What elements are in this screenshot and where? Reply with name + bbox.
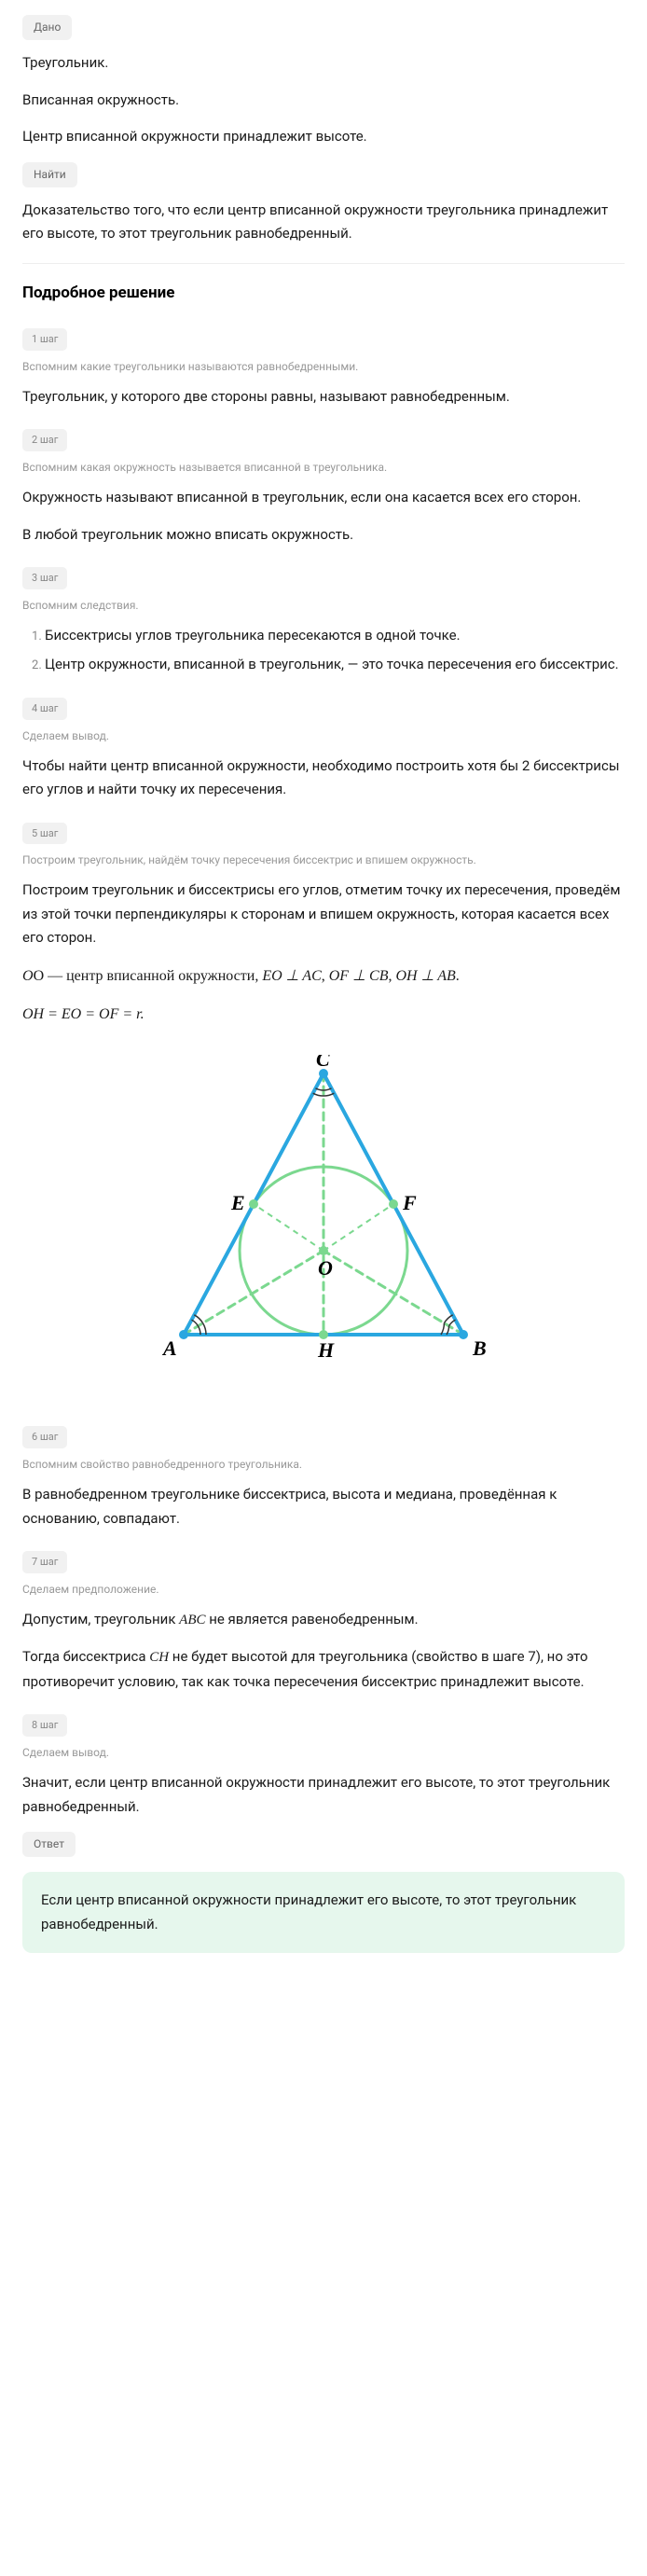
step-1-subtitle: Вспомним какие треугольники называются р… [22, 358, 625, 376]
step-7-text-2: Тогда биссектриса CH не будет высотой дл… [22, 1645, 625, 1694]
step-2-subtitle: Вспомним какая окружность называется впи… [22, 459, 625, 477]
step-3-item-2: Центр окружности, вписанной в треугольни… [45, 653, 625, 677]
step-1-text: Треугольник, у которого две стороны равн… [22, 385, 625, 409]
step-7-p2a: Тогда биссектриса [22, 1648, 149, 1665]
step-7-math-abc: ABC [179, 1613, 205, 1627]
step-tag-3: 3 шаг [22, 567, 67, 589]
given-tag: Дано [22, 15, 72, 40]
find-tag: Найти [22, 162, 77, 187]
math-text-1: O — центр вписанной окружности, [34, 968, 263, 984]
math-of-cb: OF ⊥ CB [329, 968, 389, 984]
step-tag-2: 2 шаг [22, 429, 67, 451]
step-5-math-1: OO — центр вписанной окружности, EO ⊥ AC… [22, 963, 625, 989]
step-7-p1b: не является равенобедренным. [206, 1611, 419, 1627]
step-2-text-2: В любой треугольник можно вписать окружн… [22, 523, 625, 547]
svg-text:B: B [472, 1336, 487, 1360]
step-tag-7: 7 шаг [22, 1551, 67, 1573]
step-tag-8: 8 шаг [22, 1714, 67, 1737]
step-7-subtitle: Сделаем предположение. [22, 1581, 625, 1599]
find-text: Доказательство того, что если центр впис… [22, 199, 625, 246]
step-5-text-1: Построим треугольник и биссектрисы его у… [22, 879, 625, 950]
step-4-text: Чтобы найти центр вписанной окружности, … [22, 755, 625, 802]
separator [22, 263, 625, 264]
step-5-subtitle: Построим треугольник, найдём точку перес… [22, 852, 625, 869]
step-6-text: В равнобедренном треугольнике биссектрис… [22, 1483, 625, 1530]
step-tag-4: 4 шаг [22, 698, 67, 720]
svg-text:A: A [161, 1336, 177, 1360]
svg-text:H: H [317, 1338, 335, 1362]
triangle-figure: A B C E F H O [22, 1055, 625, 1372]
given-line-1: Треугольник. [22, 51, 625, 76]
step-tag-1: 1 шаг [22, 328, 67, 351]
step-4-subtitle: Сделаем вывод. [22, 727, 625, 745]
step-tag-5: 5 шаг [22, 823, 67, 845]
step-tag-6: 6 шаг [22, 1426, 67, 1448]
step-3-list: Биссектрисы углов треугольника пересекаю… [22, 624, 625, 677]
triangle-svg: A B C E F H O [146, 1055, 501, 1372]
svg-text:O: O [318, 1256, 333, 1280]
svg-text:F: F [402, 1191, 417, 1214]
math-radii: OH = EO = OF = r. [22, 1006, 145, 1022]
step-8-text: Значит, если центр вписанной окружности … [22, 1771, 625, 1819]
step-2-text-1: Окружность называют вписанной в треуголь… [22, 486, 625, 510]
step-6-subtitle: Вспомним свойство равнобедренного треуго… [22, 1456, 625, 1474]
step-3-item-1: Биссектрисы углов треугольника пересекаю… [45, 624, 625, 648]
step-8-subtitle: Сделаем вывод. [22, 1744, 625, 1762]
step-3-subtitle: Вспомним следствия. [22, 597, 625, 615]
math-eo-ac: EO ⊥ AC [262, 968, 321, 984]
svg-text:E: E [230, 1191, 245, 1214]
math-oh-ab: OH ⊥ AB [395, 968, 455, 984]
answer-tag: Ответ [22, 1832, 76, 1857]
step-5-math-2: OH = EO = OF = r. [22, 1002, 625, 1027]
solution-heading: Подробное решение [22, 281, 625, 306]
step-7-text-1: Допустим, треугольник ABC не является ра… [22, 1608, 625, 1633]
step-7-math-ch: CH [149, 1650, 169, 1665]
answer-box: Если центр вписанной окружности принадле… [22, 1872, 625, 1953]
given-line-2: Вписанная окружность. [22, 89, 625, 113]
svg-text:C: C [316, 1055, 330, 1071]
math-o: O [22, 968, 34, 984]
step-7-p1a: Допустим, треугольник [22, 1611, 179, 1627]
given-line-3: Центр вписанной окружности принадлежит в… [22, 125, 625, 149]
